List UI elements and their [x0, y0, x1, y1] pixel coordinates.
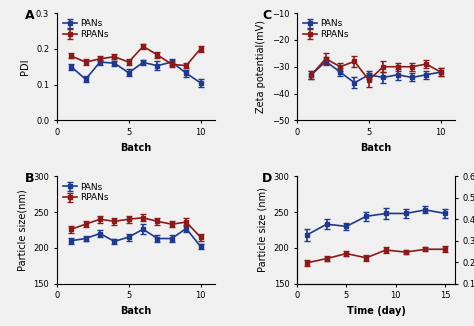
Text: A: A	[25, 9, 35, 22]
Text: C: C	[262, 9, 272, 22]
X-axis label: Batch: Batch	[360, 142, 392, 153]
Y-axis label: Particle size(nm): Particle size(nm)	[18, 189, 28, 271]
Legend: PANs, RPANs: PANs, RPANs	[301, 18, 351, 41]
Legend: PANs, RPANs: PANs, RPANs	[62, 181, 110, 204]
Text: D: D	[262, 172, 273, 185]
X-axis label: Batch: Batch	[120, 142, 152, 153]
Y-axis label: PDI: PDI	[20, 58, 30, 75]
X-axis label: Time (day): Time (day)	[346, 306, 405, 316]
Legend: PANs, RPANs: PANs, RPANs	[62, 18, 110, 41]
X-axis label: Batch: Batch	[120, 306, 152, 316]
Y-axis label: Zeta potential(mV): Zeta potential(mV)	[256, 20, 266, 113]
Text: B: B	[25, 172, 35, 185]
Y-axis label: Particle size (nm): Particle size (nm)	[258, 187, 268, 272]
